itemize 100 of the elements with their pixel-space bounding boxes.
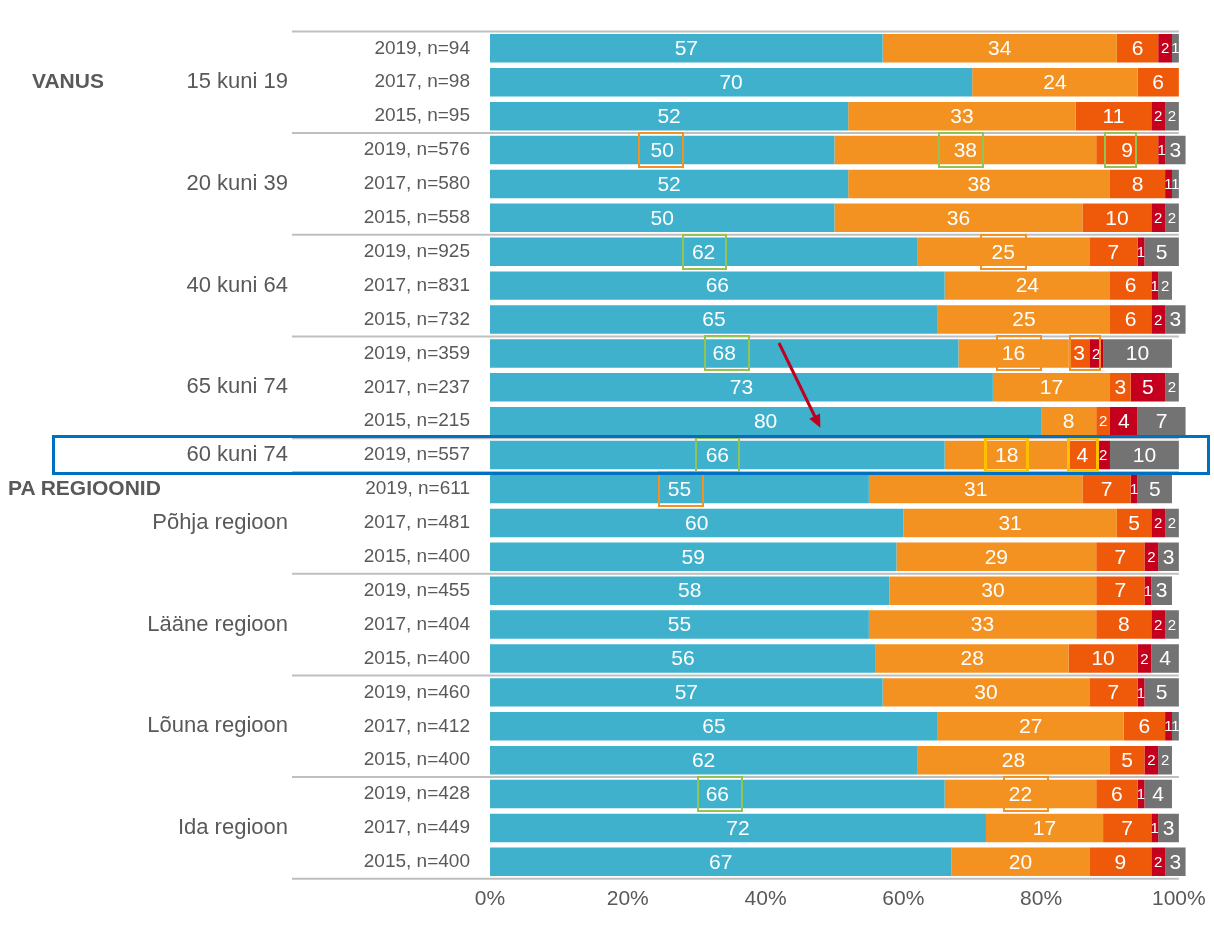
- bar: [1151, 610, 1166, 639]
- y-tick-label: 2015, n=400: [363, 646, 470, 668]
- bar: [1130, 373, 1166, 402]
- bar: [490, 474, 869, 504]
- text: PA REGIOONID: [8, 475, 161, 499]
- data-label: 2: [1160, 751, 1170, 769]
- y-tick-label: 2019, n=611: [365, 477, 470, 499]
- data-label: 4: [1152, 781, 1165, 805]
- data-label: 65: [702, 714, 726, 738]
- bar: [1109, 271, 1152, 300]
- data-label: 2: [1147, 547, 1156, 565]
- data-label: 16: [1001, 341, 1026, 365]
- data-label: 52: [657, 171, 681, 195]
- bar: [1103, 339, 1172, 368]
- y-tick-label: 2017, n=412: [363, 714, 470, 736]
- data-label: 5: [1128, 510, 1140, 534]
- data-label: 3: [1114, 375, 1127, 399]
- data-label: 30: [981, 578, 1005, 602]
- data-label: 27: [1019, 714, 1043, 738]
- data-label: 20: [1008, 849, 1033, 873]
- data-label: 24: [1015, 273, 1040, 297]
- bar: [1109, 440, 1179, 470]
- data-label: 59: [681, 544, 705, 568]
- bar: [1144, 745, 1159, 775]
- bar: [1144, 237, 1179, 266]
- y-tick-label: 2015, n=558: [363, 206, 470, 228]
- data-label: 2: [1154, 852, 1163, 870]
- x-tick-label: 40%: [744, 886, 787, 910]
- text: 40 kuni 64: [186, 271, 288, 297]
- text: 15 kuni 19: [186, 68, 288, 94]
- bar: [490, 135, 835, 165]
- data-label: 1: [1171, 39, 1180, 57]
- data-label: 24: [1043, 70, 1067, 94]
- data-label: 7: [1114, 578, 1127, 602]
- y-tick-label: 2015, n=215: [363, 409, 470, 431]
- y-tick-label: 2017, n=449: [363, 816, 470, 838]
- data-label: 73: [729, 375, 754, 399]
- data-label: 57: [674, 680, 699, 704]
- data-label: 8: [1062, 409, 1075, 432]
- data-label: 25: [1012, 307, 1036, 331]
- data-label: 17: [1032, 815, 1057, 839]
- data-label: 62: [691, 747, 716, 771]
- data-label: 72: [726, 815, 750, 839]
- data-label: 66: [705, 442, 730, 466]
- bar: [882, 34, 1117, 63]
- data-label: 6: [1124, 273, 1137, 297]
- bar: [1068, 644, 1138, 673]
- bar: [1041, 406, 1097, 436]
- data-label: 10: [1091, 646, 1115, 670]
- bar: [972, 68, 1138, 97]
- bar: [490, 406, 1042, 436]
- y-tick-label: 2019, n=359: [363, 341, 470, 363]
- data-label: 5: [1155, 680, 1168, 704]
- data-label: 3: [1169, 849, 1182, 873]
- data-label: 1: [1129, 480, 1139, 498]
- bar: [1082, 203, 1152, 233]
- data-label: 3: [1073, 341, 1085, 365]
- bar: [1096, 610, 1152, 639]
- data-label: 7: [1121, 815, 1134, 839]
- bar: [490, 101, 849, 131]
- y-tick-label: 2017, n=481: [363, 511, 470, 533]
- bar: [848, 101, 1076, 131]
- data-label: 58: [678, 578, 702, 602]
- data-label: 2: [1140, 649, 1149, 667]
- data-label: 9: [1121, 137, 1134, 161]
- y-tick-label: 2017, n=831: [363, 273, 470, 295]
- data-label: 1: [1150, 276, 1159, 294]
- bar: [1089, 847, 1152, 877]
- x-tick-label: 60%: [882, 886, 925, 910]
- bar: [848, 169, 1110, 199]
- data-label: 65: [702, 307, 726, 331]
- data-label: 52: [657, 103, 681, 127]
- data-label: 6: [1138, 714, 1151, 738]
- data-label: 5: [1155, 239, 1168, 263]
- data-label: 5: [1121, 747, 1134, 771]
- data-label: 1: [1143, 581, 1153, 599]
- bar: [985, 813, 1104, 843]
- bar: [1137, 68, 1179, 97]
- data-label: 2: [1167, 107, 1177, 125]
- data-label: 7: [1107, 239, 1120, 263]
- bar: [1165, 373, 1179, 402]
- data-label: 3: [1162, 815, 1175, 839]
- bar: [490, 610, 869, 639]
- bar: [490, 712, 938, 741]
- data-label: 6: [1111, 781, 1123, 805]
- y-tick-label: 2019, n=94: [374, 36, 471, 58]
- data-label: 25: [991, 239, 1015, 263]
- y-tick-label: 2015, n=95: [374, 104, 470, 126]
- data-label: 4: [1159, 646, 1172, 670]
- y-tick-label: 2019, n=925: [363, 239, 470, 261]
- bar: [490, 203, 835, 233]
- bar: [1109, 305, 1152, 334]
- data-label: 1: [1171, 175, 1180, 193]
- bar: [917, 237, 1090, 266]
- data-label: 38: [967, 171, 991, 195]
- bar: [1103, 813, 1152, 843]
- data-label: 29: [984, 544, 1008, 568]
- bar: [903, 508, 1117, 538]
- bar: [875, 644, 1069, 673]
- data-label: 57: [674, 36, 699, 60]
